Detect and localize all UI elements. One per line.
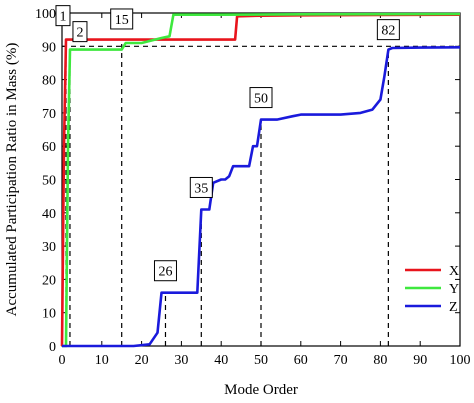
legend-label-z: Z (449, 300, 458, 315)
y-tick-label: 80 (42, 74, 56, 89)
annotation-label: 1 (59, 10, 66, 25)
y-tick-label: 50 (42, 174, 56, 189)
legend-label-y: Y (449, 282, 459, 297)
x-tick-label: 80 (373, 353, 387, 368)
annotation-box (153, 260, 177, 282)
annotation-box (249, 87, 273, 109)
annotation-label: 35 (194, 181, 208, 196)
x-tick-label: 70 (334, 353, 348, 368)
annotation-label: 26 (158, 265, 172, 280)
y-tick-label: 90 (42, 40, 56, 55)
annotation-box (376, 19, 400, 41)
x-tick-label: 90 (413, 353, 427, 368)
series-line-y (62, 12, 461, 348)
annotation-label: 82 (381, 24, 395, 39)
x-tick-label: 0 (59, 353, 66, 368)
x-tick-label: 40 (214, 353, 228, 368)
x-tick-label: 60 (294, 353, 308, 368)
x-tick-label: 10 (95, 353, 109, 368)
y-tick-label: 60 (42, 140, 56, 155)
x-tick-label: 50 (254, 353, 268, 368)
x-axis-title: Mode Order (224, 382, 298, 398)
x-tick-label: 30 (174, 353, 188, 368)
annotation-box (55, 5, 71, 27)
annotation-box (72, 21, 88, 43)
y-tick-label: 0 (49, 340, 56, 355)
annotation-label: 2 (76, 26, 83, 41)
annotation-label: 50 (254, 92, 268, 107)
y-tick-label: 20 (42, 273, 56, 288)
series-line-z (62, 46, 461, 348)
annotation-box (110, 8, 134, 30)
x-tick-label: 20 (135, 353, 149, 368)
y-tick-label: 10 (42, 307, 56, 322)
x-tick-label: 100 (450, 353, 471, 368)
y-tick-label: 40 (42, 207, 56, 222)
legend-label-x: X (449, 264, 459, 279)
y-tick-label: 70 (42, 107, 56, 122)
y-tick-label: 30 (42, 240, 56, 255)
plot-area: 0 10 20 30 40 50 60 70 80 90 100 0 10 20 30 40 50 60 70 80 9… (35, 5, 471, 368)
y-axis-title: Accumulated Participation Ratio in Mass … (4, 43, 20, 317)
y-tick-label: 100 (35, 7, 56, 22)
annotation-label: 15 (115, 13, 129, 28)
annotation-box (189, 176, 213, 198)
